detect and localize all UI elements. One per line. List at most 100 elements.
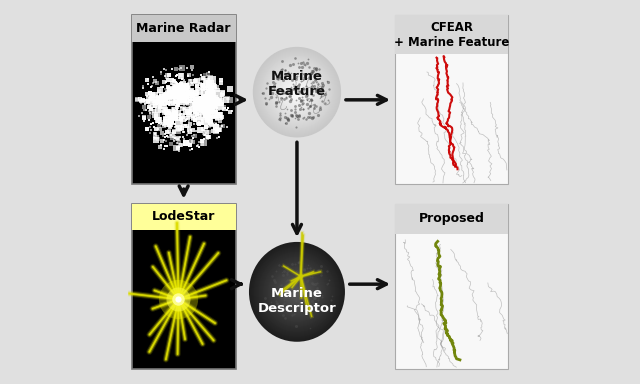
Point [201,113,211,119]
Point [204,106,214,113]
Point [275,285,285,291]
Point [195,89,205,96]
Point [198,106,208,112]
Point [190,103,200,109]
Point [198,96,209,102]
Point [211,84,221,90]
Point [300,62,310,68]
Point [290,290,300,296]
Point [313,266,323,273]
Point [166,108,177,114]
Point [204,105,214,111]
Point [213,113,223,119]
Point [163,85,173,91]
Point [159,102,169,108]
Point [204,118,214,124]
Point [147,103,157,109]
Point [311,88,321,94]
Point [163,120,173,126]
Point [310,86,320,92]
Point [157,119,167,126]
Point [177,106,187,112]
Point [186,88,196,94]
Ellipse shape [280,274,314,310]
Point [307,274,317,280]
Point [196,98,206,104]
Point [315,106,325,113]
Point [206,116,216,122]
Ellipse shape [257,250,337,334]
Point [291,323,301,329]
Point [261,85,271,91]
Point [164,117,175,123]
Point [285,281,295,287]
Point [292,285,302,291]
Point [152,93,162,99]
Point [214,107,224,113]
Point [195,144,205,150]
Point [190,116,200,122]
Point [168,91,178,97]
Point [182,116,192,122]
Point [200,112,210,118]
Point [286,286,296,292]
Point [152,99,162,106]
Point [282,295,292,301]
Point [175,97,186,103]
Point [198,104,209,111]
Point [201,83,211,89]
Point [150,78,161,84]
Point [146,121,156,127]
Point [278,313,288,319]
Point [286,107,296,113]
Point [173,85,183,91]
Point [175,65,186,71]
Ellipse shape [266,259,329,325]
Point [204,123,214,129]
Point [209,111,219,118]
Point [280,114,291,120]
Point [322,268,332,274]
Point [313,291,323,297]
Point [189,113,199,119]
Ellipse shape [267,61,327,123]
Point [182,99,193,105]
Point [145,110,155,116]
Point [189,101,200,107]
Point [168,78,179,84]
Point [162,121,172,127]
Point [305,274,316,280]
Point [189,78,200,84]
Point [198,107,209,113]
Point [182,92,193,98]
Ellipse shape [266,60,328,124]
Point [287,293,297,300]
Point [319,100,330,106]
Point [305,103,316,109]
Point [312,297,323,303]
Point [204,85,214,91]
Point [294,290,304,296]
Point [150,126,161,132]
Point [148,79,159,86]
Point [209,98,220,104]
Point [140,101,150,107]
Point [298,85,308,91]
Point [294,292,304,298]
Point [280,66,290,73]
Point [266,94,276,100]
Point [193,102,204,108]
Point [166,110,177,116]
Point [195,109,205,116]
Point [276,58,287,64]
Point [154,87,164,93]
Point [202,116,212,122]
Point [323,86,333,92]
Point [204,76,214,82]
Point [171,81,181,87]
Point [269,277,279,283]
Point [163,100,173,106]
Point [280,67,291,73]
Point [303,74,314,80]
Point [218,103,228,109]
